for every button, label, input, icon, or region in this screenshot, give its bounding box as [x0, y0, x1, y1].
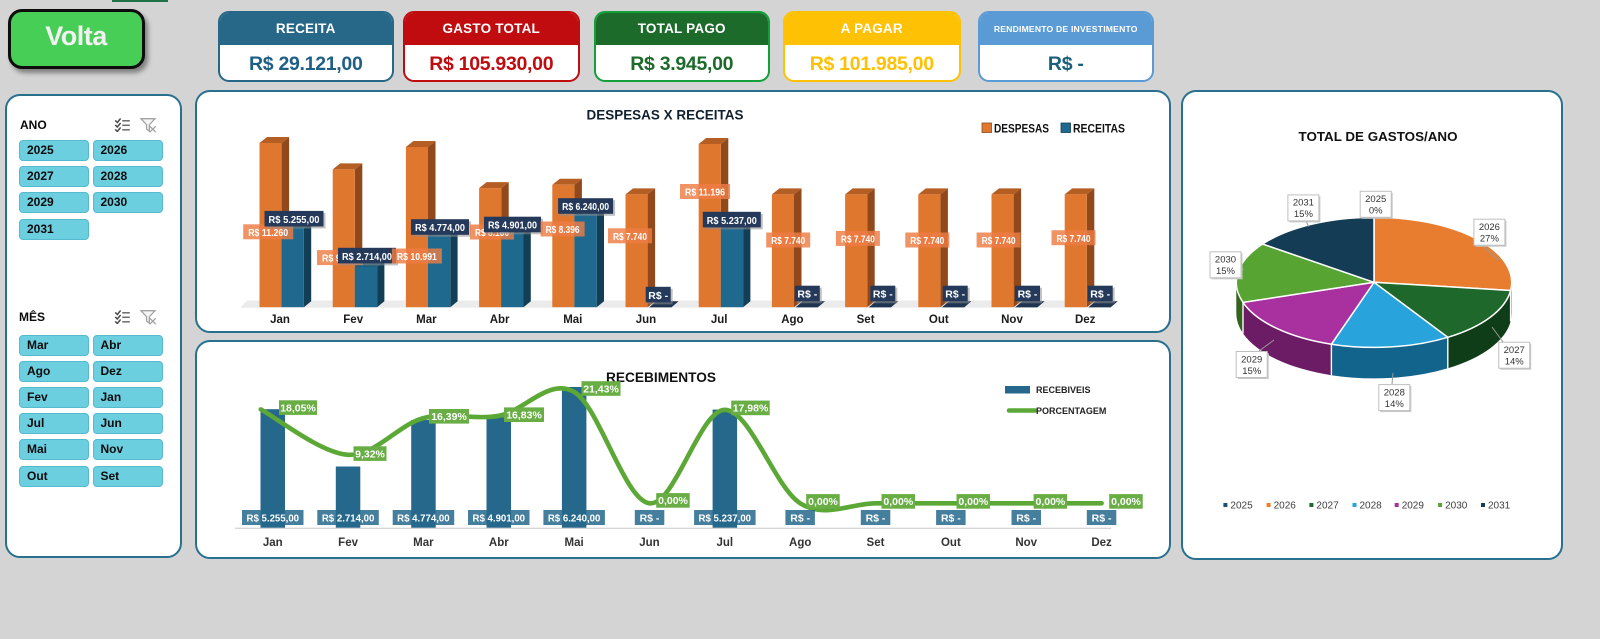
svg-text:2026: 2026: [1479, 222, 1500, 233]
svg-text:R$ 4.901,00: R$ 4.901,00: [473, 513, 526, 525]
svg-text:14%: 14%: [1385, 399, 1405, 410]
svg-text:Fev: Fev: [343, 314, 363, 326]
svg-text:R$ 7.740: R$ 7.740: [910, 236, 944, 247]
svg-text:15%: 15%: [1242, 366, 1262, 377]
svg-text:R$ 11.196: R$ 11.196: [685, 188, 725, 199]
svg-text:R$ -: R$ -: [866, 513, 886, 525]
svg-text:R$ 7.740: R$ 7.740: [1057, 234, 1091, 245]
svg-text:R$ -: R$ -: [797, 289, 817, 301]
svg-text:RECEBIMENTOS: RECEBIMENTOS: [606, 370, 716, 385]
svg-text:0,00%: 0,00%: [1111, 496, 1141, 508]
svg-text:R$ 5.255,00: R$ 5.255,00: [247, 513, 300, 525]
svg-text:Jun: Jun: [636, 314, 656, 326]
svg-text:2027: 2027: [1316, 501, 1339, 512]
svg-text:2028: 2028: [1360, 501, 1383, 512]
svg-text:RECEBIVEIS: RECEBIVEIS: [1036, 385, 1091, 395]
svg-text:Jun: Jun: [639, 537, 659, 549]
svg-text:18,05%: 18,05%: [280, 402, 316, 414]
svg-text:0,00%: 0,00%: [1036, 496, 1066, 508]
svg-text:R$ -: R$ -: [1090, 289, 1110, 301]
svg-text:Out: Out: [941, 537, 961, 549]
svg-text:Fev: Fev: [338, 537, 358, 549]
svg-text:TOTAL DE GASTOS/ANO: TOTAL DE GASTOS/ANO: [1299, 129, 1458, 144]
svg-text:Abr: Abr: [490, 314, 510, 326]
svg-text:R$ -: R$ -: [941, 513, 961, 525]
svg-text:15%: 15%: [1216, 266, 1236, 277]
svg-text:R$ 8.396: R$ 8.396: [546, 225, 580, 236]
svg-text:2030: 2030: [1445, 501, 1468, 512]
svg-text:Mai: Mai: [563, 314, 582, 326]
svg-text:Mai: Mai: [565, 537, 584, 549]
svg-text:R$ 5.237,00: R$ 5.237,00: [707, 215, 757, 227]
svg-text:R$ -: R$ -: [790, 513, 810, 525]
svg-text:R$ 6.240,00: R$ 6.240,00: [548, 513, 601, 525]
svg-text:16,83%: 16,83%: [506, 410, 542, 422]
svg-text:Jan: Jan: [263, 537, 283, 549]
svg-text:Dez: Dez: [1075, 314, 1096, 326]
svg-text:R$ 7.740: R$ 7.740: [982, 236, 1016, 247]
svg-text:2029: 2029: [1241, 354, 1262, 365]
svg-text:14%: 14%: [1505, 357, 1525, 368]
svg-text:Ago: Ago: [789, 537, 811, 549]
svg-text:PORCENTAGEM: PORCENTAGEM: [1036, 406, 1106, 416]
svg-text:RECEITAS: RECEITAS: [1073, 124, 1125, 136]
svg-text:0,00%: 0,00%: [883, 496, 913, 508]
svg-text:17,98%: 17,98%: [733, 403, 769, 415]
svg-text:Mar: Mar: [416, 314, 437, 326]
svg-text:2028: 2028: [1384, 387, 1405, 398]
svg-text:Set: Set: [857, 314, 875, 326]
svg-text:2026: 2026: [1274, 501, 1297, 512]
svg-text:2025: 2025: [1230, 501, 1253, 512]
svg-text:21,43%: 21,43%: [583, 383, 619, 395]
svg-text:R$ 5.255,00: R$ 5.255,00: [269, 214, 320, 226]
svg-text:DESPESAS X RECEITAS: DESPESAS X RECEITAS: [587, 107, 744, 123]
svg-text:Jan: Jan: [270, 314, 290, 326]
svg-text:R$ -: R$ -: [945, 289, 965, 301]
svg-text:R$ -: R$ -: [1018, 289, 1038, 301]
svg-text:15%: 15%: [1294, 209, 1314, 220]
svg-text:Jul: Jul: [716, 537, 733, 549]
svg-text:Abr: Abr: [489, 537, 509, 549]
svg-text:R$ 4.774,00: R$ 4.774,00: [415, 222, 465, 234]
svg-text:27%: 27%: [1480, 234, 1500, 245]
svg-text:R$ 7.740: R$ 7.740: [771, 236, 805, 247]
svg-text:Nov: Nov: [1015, 537, 1037, 549]
svg-text:R$ 2.714,00: R$ 2.714,00: [322, 513, 375, 525]
svg-text:2031: 2031: [1293, 198, 1314, 209]
svg-text:Jul: Jul: [711, 314, 728, 326]
svg-text:R$ -: R$ -: [640, 513, 660, 525]
svg-text:R$ 2.714,00: R$ 2.714,00: [342, 251, 392, 263]
svg-text:2030: 2030: [1215, 255, 1236, 266]
svg-text:R$ 10.991: R$ 10.991: [397, 252, 437, 263]
svg-text:0,00%: 0,00%: [958, 496, 988, 508]
svg-text:0,00%: 0,00%: [808, 496, 838, 508]
svg-text:R$ 4.901,00: R$ 4.901,00: [488, 220, 537, 232]
svg-text:R$ 7.740: R$ 7.740: [841, 235, 875, 246]
svg-text:R$ 7.740: R$ 7.740: [613, 232, 647, 243]
svg-text:DESPESAS: DESPESAS: [994, 124, 1049, 136]
svg-text:R$ -: R$ -: [648, 290, 668, 302]
svg-text:2029: 2029: [1402, 501, 1425, 512]
svg-text:R$ -: R$ -: [1092, 513, 1112, 525]
svg-text:Set: Set: [867, 537, 885, 549]
svg-text:0,00%: 0,00%: [658, 495, 688, 507]
svg-text:R$ 4.774,00: R$ 4.774,00: [397, 513, 450, 525]
svg-text:2025: 2025: [1365, 194, 1386, 205]
svg-text:16,39%: 16,39%: [431, 411, 467, 423]
svg-text:Mar: Mar: [413, 537, 434, 549]
svg-text:Nov: Nov: [1001, 314, 1023, 326]
svg-text:2027: 2027: [1504, 345, 1525, 356]
svg-text:R$ 11.260: R$ 11.260: [248, 228, 288, 239]
svg-text:R$ -: R$ -: [873, 289, 893, 301]
svg-text:R$ 6.240,00: R$ 6.240,00: [562, 201, 609, 213]
svg-text:R$ 5.237,00: R$ 5.237,00: [699, 513, 752, 525]
svg-text:0%: 0%: [1369, 206, 1383, 217]
svg-text:Dez: Dez: [1091, 537, 1112, 549]
svg-text:Out: Out: [929, 314, 949, 326]
svg-text:2031: 2031: [1488, 501, 1511, 512]
svg-text:Ago: Ago: [781, 314, 803, 326]
svg-text:R$ -: R$ -: [1016, 513, 1036, 525]
svg-text:9,32%: 9,32%: [355, 448, 385, 460]
